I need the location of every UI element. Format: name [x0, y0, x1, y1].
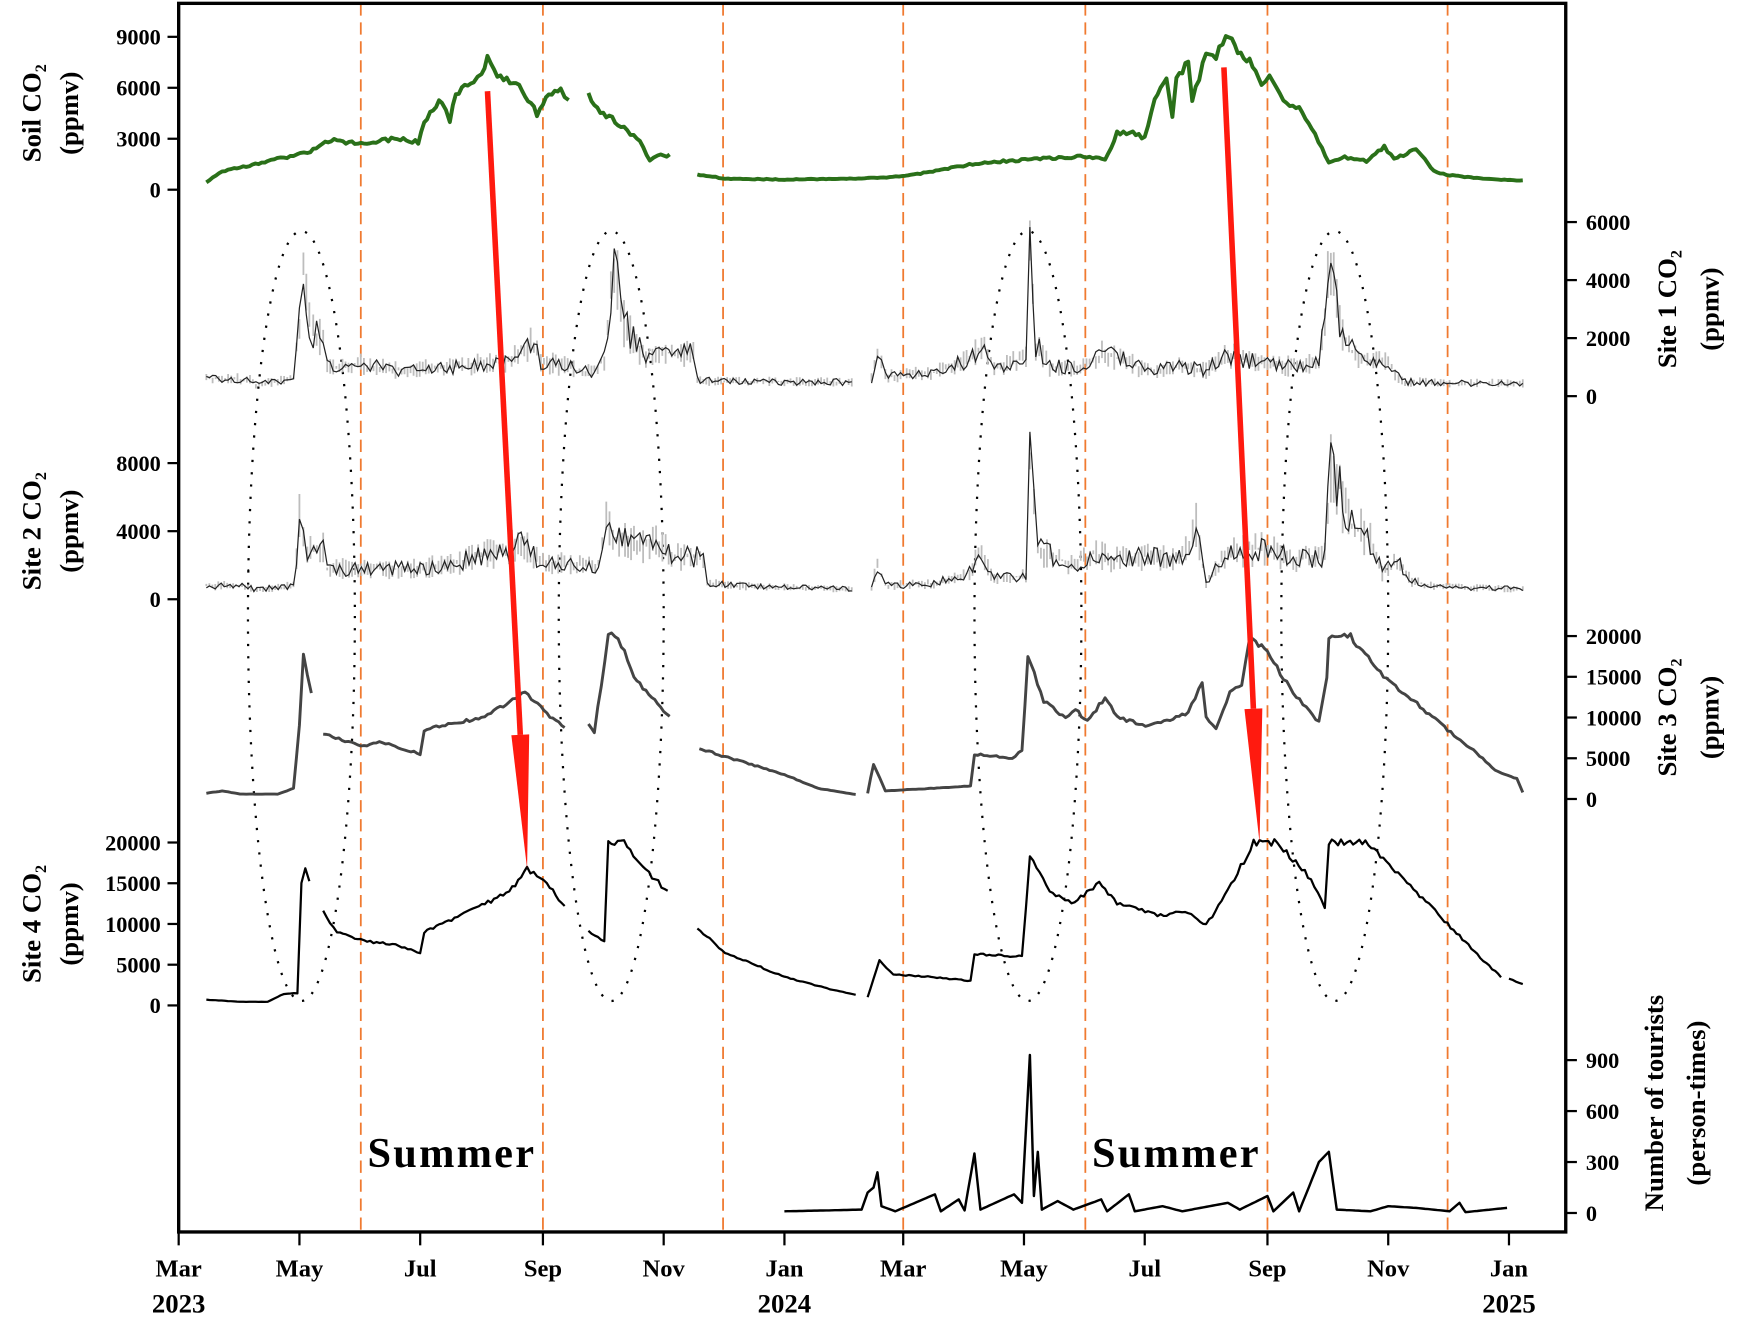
site1-tick-label: 2000 — [1586, 326, 1631, 351]
arrows-layer — [484, 67, 1263, 869]
tourists-axis-title: Number of tourists — [1639, 995, 1669, 1212]
site3-tick-label: 5000 — [1586, 746, 1631, 771]
site2-series-line — [206, 518, 852, 593]
site1-tick-label: 6000 — [1586, 210, 1631, 235]
site4-axis-title: Site 4 CO₂ — [16, 865, 46, 983]
site1-series-line — [870, 227, 1524, 388]
season-boundaries — [359, 3, 1449, 1232]
site1-series-line — [206, 248, 852, 387]
site4-tick-label: 0 — [150, 993, 161, 1018]
x-tick-label: Jul — [404, 1256, 437, 1283]
highlight-ellipse — [973, 229, 1083, 1003]
x-tick-label: Sep — [524, 1256, 562, 1283]
soil-tick-label: 0 — [150, 178, 161, 203]
tourists-tick-label: 300 — [1586, 1150, 1619, 1175]
soil-axis-title: Soil CO₂ — [16, 64, 46, 162]
tourists-tick-label: 0 — [1586, 1201, 1597, 1226]
tourists-axis-unit: (person-times) — [1681, 1021, 1711, 1186]
site3-tick-label: 15000 — [1586, 665, 1642, 690]
soil-series-line — [205, 53, 570, 184]
plot-frame — [177, 1, 1568, 1234]
x-year-label: 2025 — [1482, 1288, 1536, 1318]
series-layer — [205, 34, 1525, 1214]
season-text-layer: Summer Summer — [367, 1130, 1261, 1177]
season-label: Summer — [367, 1130, 536, 1177]
site2-axis-unit: (ppmv) — [54, 490, 84, 573]
site1-range-band — [870, 220, 1524, 388]
site4-tick-label: 20000 — [105, 830, 161, 855]
x-tick-label: Sep — [1248, 1256, 1286, 1283]
highlight-ellipse — [246, 229, 356, 1003]
site4-series-line — [696, 927, 856, 996]
site3-series-line — [323, 690, 566, 757]
season-label: Summer — [1092, 1130, 1261, 1177]
x-tick-label: Nov — [643, 1256, 686, 1283]
site3-series-line — [866, 632, 1525, 794]
site3-axis-unit: (ppmv) — [1695, 676, 1725, 759]
tourists-tick-label: 600 — [1586, 1099, 1619, 1124]
x-tick-label: May — [276, 1256, 324, 1283]
tourists-series-line — [784, 1053, 1508, 1214]
soil-tick-label: 3000 — [116, 127, 161, 152]
x-tick-label: Jul — [1128, 1256, 1161, 1283]
site2-tick-label: 8000 — [116, 451, 161, 476]
site4-axis-unit: (ppmv) — [54, 882, 84, 965]
site4-tick-label: 15000 — [105, 871, 161, 896]
x-year-label: 2023 — [152, 1288, 206, 1318]
arrow-shaft — [484, 91, 524, 735]
site2-range-band — [205, 494, 853, 593]
site4-tick-label: 10000 — [105, 912, 161, 937]
x-year-label: 2024 — [758, 1288, 812, 1318]
site4-series-line — [1508, 977, 1524, 986]
x-tick-label: Jan — [765, 1256, 804, 1283]
highlight-ellipse — [557, 229, 665, 1003]
site1-range-band — [205, 250, 853, 389]
x-tick-label: Mar — [880, 1256, 926, 1283]
site4-tick-label: 5000 — [116, 953, 161, 978]
site3-series-line — [206, 652, 313, 796]
site4-series-line — [206, 867, 311, 1003]
arrow-shaft — [1221, 67, 1257, 709]
site4-series-line — [322, 865, 566, 955]
x-tick-label: Jan — [1490, 1256, 1529, 1283]
tourists-tick-label: 900 — [1586, 1048, 1619, 1073]
highlight-ellipse — [1280, 229, 1390, 1003]
soil-series-line — [696, 34, 1523, 183]
site1-tick-label: 0 — [1586, 384, 1597, 409]
soil-series-line — [586, 92, 671, 163]
site3-series-line — [587, 631, 671, 735]
x-tick-label: May — [1000, 1256, 1048, 1283]
site3-axis-title: Site 3 CO₂ — [1652, 658, 1682, 776]
site3-tick-label: 20000 — [1586, 624, 1642, 649]
site2-tick-label: 4000 — [116, 519, 161, 544]
site3-tick-label: 0 — [1586, 787, 1597, 812]
site2-series-line — [870, 431, 1524, 592]
site4-series-line — [587, 839, 669, 943]
site1-tick-label: 4000 — [1586, 268, 1631, 293]
site2-tick-label: 0 — [150, 587, 161, 612]
x-tick-label: Mar — [156, 1256, 202, 1283]
site3-series-line — [698, 747, 856, 796]
site1-axis-title: Site 1 CO₂ — [1652, 250, 1682, 368]
site2-axis-title: Site 2 CO₂ — [16, 472, 46, 590]
arrow-head — [1244, 708, 1263, 843]
soil-tick-label: 6000 — [116, 76, 161, 101]
site3-tick-label: 10000 — [1586, 705, 1642, 730]
soil-tick-label: 9000 — [116, 25, 161, 50]
site1-axis-unit: (ppmv) — [1695, 267, 1725, 350]
soil-axis-unit: (ppmv) — [54, 72, 84, 155]
site4-series-line — [866, 838, 1502, 998]
highlight-ellipses — [246, 229, 1390, 1003]
x-tick-label: Nov — [1367, 1256, 1410, 1283]
arrow-head — [511, 734, 530, 869]
